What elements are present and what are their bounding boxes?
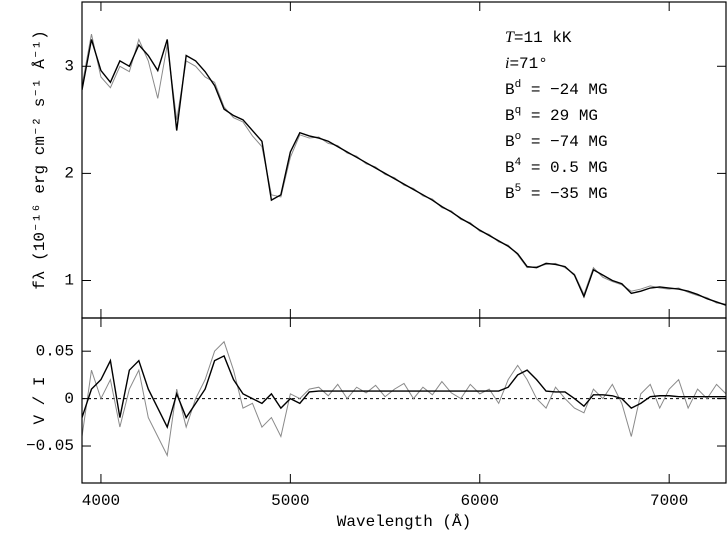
annotation-part: T bbox=[505, 29, 515, 46]
spectrum-line bbox=[82, 39, 726, 306]
annotation-part: o bbox=[515, 131, 522, 143]
annotation: Bo = −74 MG bbox=[505, 131, 608, 151]
annotation: i=71° bbox=[505, 55, 548, 74]
annotation-part: q bbox=[515, 105, 522, 117]
spectrum-line bbox=[82, 354, 726, 429]
annotation-part: =71° bbox=[509, 55, 547, 73]
x-tick-label: 7000 bbox=[650, 492, 688, 510]
annotation-part: 4 bbox=[515, 157, 522, 169]
y-tick-label: −0.05 bbox=[26, 437, 74, 455]
annotation: B5 = −35 MG bbox=[505, 183, 608, 203]
annotation-part: B bbox=[505, 159, 515, 177]
annotation: B4 = 0.5 MG bbox=[505, 157, 608, 177]
y-tick-label: 0 bbox=[64, 390, 74, 408]
frame bbox=[81, 1, 727, 319]
annotation-part: B bbox=[505, 185, 515, 203]
x-tick-label: 6000 bbox=[461, 492, 499, 510]
annotation: Bd = −24 MG bbox=[505, 79, 608, 99]
annotation-part: B bbox=[505, 107, 515, 125]
y-tick-label: 0.05 bbox=[36, 342, 74, 360]
spectrum-line bbox=[82, 34, 726, 305]
y-tick-label: 1 bbox=[64, 272, 74, 290]
annotation-part: = −24 MG bbox=[521, 81, 607, 99]
annotation: T=11 kK bbox=[505, 29, 572, 48]
plot-area bbox=[82, 340, 726, 458]
annotation-part: B bbox=[505, 133, 515, 151]
annotation-part: =11 kK bbox=[514, 29, 572, 47]
y-axis-label: fλ (10⁻¹⁶ erg cm⁻² s⁻¹ Å⁻¹) bbox=[31, 30, 49, 289]
x-axis-label: Wavelength (Å) bbox=[337, 513, 471, 531]
annotation-part: 5 bbox=[515, 183, 522, 195]
frame bbox=[81, 317, 727, 484]
plot-area bbox=[82, 34, 726, 306]
annotation-part: = −74 MG bbox=[521, 133, 607, 151]
y-tick-label: 3 bbox=[64, 57, 74, 75]
annotation-part: i bbox=[505, 55, 509, 72]
annotation-part: = 0.5 MG bbox=[521, 159, 607, 177]
x-tick-label: 4000 bbox=[82, 492, 120, 510]
y-axis-label: V / I bbox=[31, 376, 49, 424]
x-tick-label: 5000 bbox=[271, 492, 309, 510]
y-tick-label: 2 bbox=[64, 165, 74, 183]
annotation-part: d bbox=[515, 79, 522, 91]
annotation-part: = 29 MG bbox=[521, 107, 598, 125]
annotation: Bq = 29 MG bbox=[505, 105, 598, 125]
annotation-part: = −35 MG bbox=[521, 185, 607, 203]
annotation-part: B bbox=[505, 81, 515, 99]
